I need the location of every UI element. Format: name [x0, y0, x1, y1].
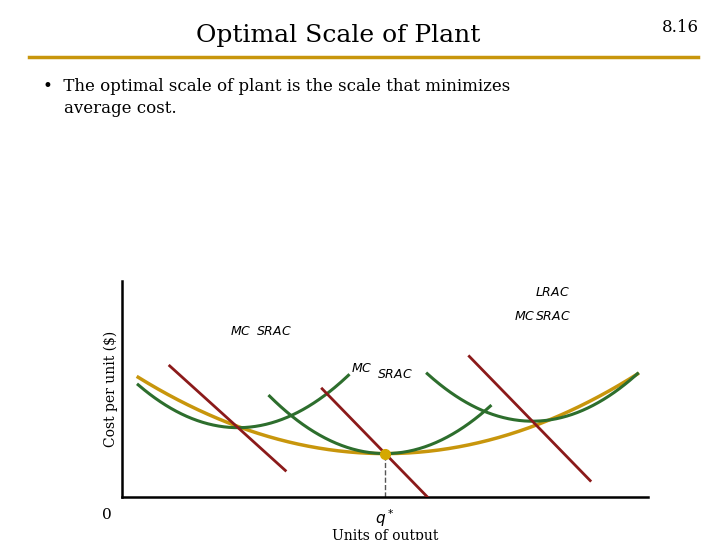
Text: $MC$: $MC$: [351, 361, 372, 375]
Text: 0: 0: [102, 508, 112, 522]
Text: Units of output: Units of output: [332, 529, 438, 540]
Text: $SRAC$: $SRAC$: [535, 309, 571, 323]
Y-axis label: Cost per unit ($): Cost per unit ($): [104, 330, 118, 447]
Text: •  The optimal scale of plant is the scale that minimizes: • The optimal scale of plant is the scal…: [43, 78, 510, 95]
Text: $q^*$: $q^*$: [375, 508, 395, 529]
Text: $SRAC$: $SRAC$: [256, 325, 292, 338]
Text: average cost.: average cost.: [43, 100, 177, 117]
Text: $LRAC$: $LRAC$: [535, 286, 570, 299]
Text: 8.16: 8.16: [662, 19, 698, 36]
Text: $SRAC$: $SRAC$: [377, 368, 413, 381]
Text: $MC$: $MC$: [514, 309, 536, 323]
Text: $MC$: $MC$: [230, 325, 251, 338]
Text: Optimal Scale of Plant: Optimal Scale of Plant: [197, 24, 480, 48]
